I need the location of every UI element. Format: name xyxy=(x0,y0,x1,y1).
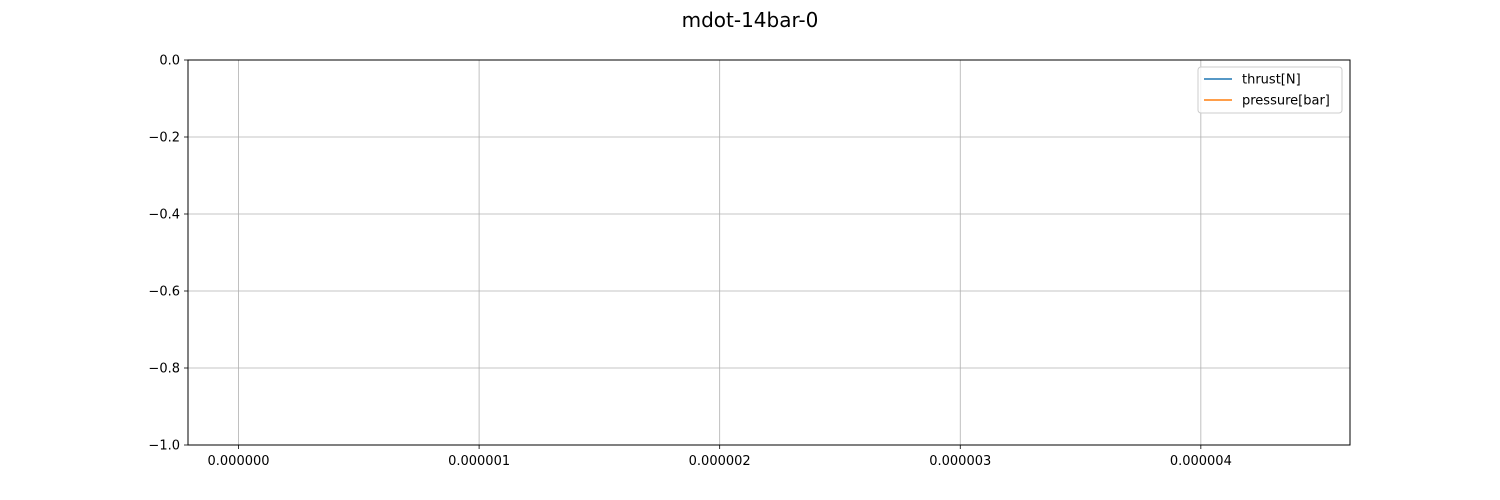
y-tick-label: −0.6 xyxy=(148,285,180,300)
plot-area xyxy=(188,60,1350,445)
x-tick-label: 0.000003 xyxy=(929,454,991,469)
x-tick-label: 0.000004 xyxy=(1170,454,1232,469)
legend-label: pressure[bar] xyxy=(1242,94,1330,109)
legend-label: thrust[N] xyxy=(1242,73,1301,88)
legend: thrust[N] pressure[bar] xyxy=(1197,66,1343,114)
y-tick-label: −0.8 xyxy=(148,362,180,377)
x-axis-ticks: 0.000000 0.000001 0.000002 0.000003 0.000004 xyxy=(208,445,1232,469)
plot-frame xyxy=(187,59,1351,446)
x-tick-label: 0.000001 xyxy=(448,454,510,469)
legend-box xyxy=(1197,66,1343,114)
y-axis-ticks: 0.0 −0.2 −0.4 −0.6 −0.8 −1.0 xyxy=(148,54,188,454)
y-tick-label: −1.0 xyxy=(148,439,180,454)
y-tick-label: 0.0 xyxy=(159,54,180,69)
y-tick-label: −0.4 xyxy=(148,208,180,223)
x-tick-label: 0.000000 xyxy=(208,454,270,469)
chart-title: mdot-14bar-0 xyxy=(682,8,819,32)
x-tick-label: 0.000002 xyxy=(689,454,751,469)
y-tick-label: −0.2 xyxy=(148,131,180,146)
